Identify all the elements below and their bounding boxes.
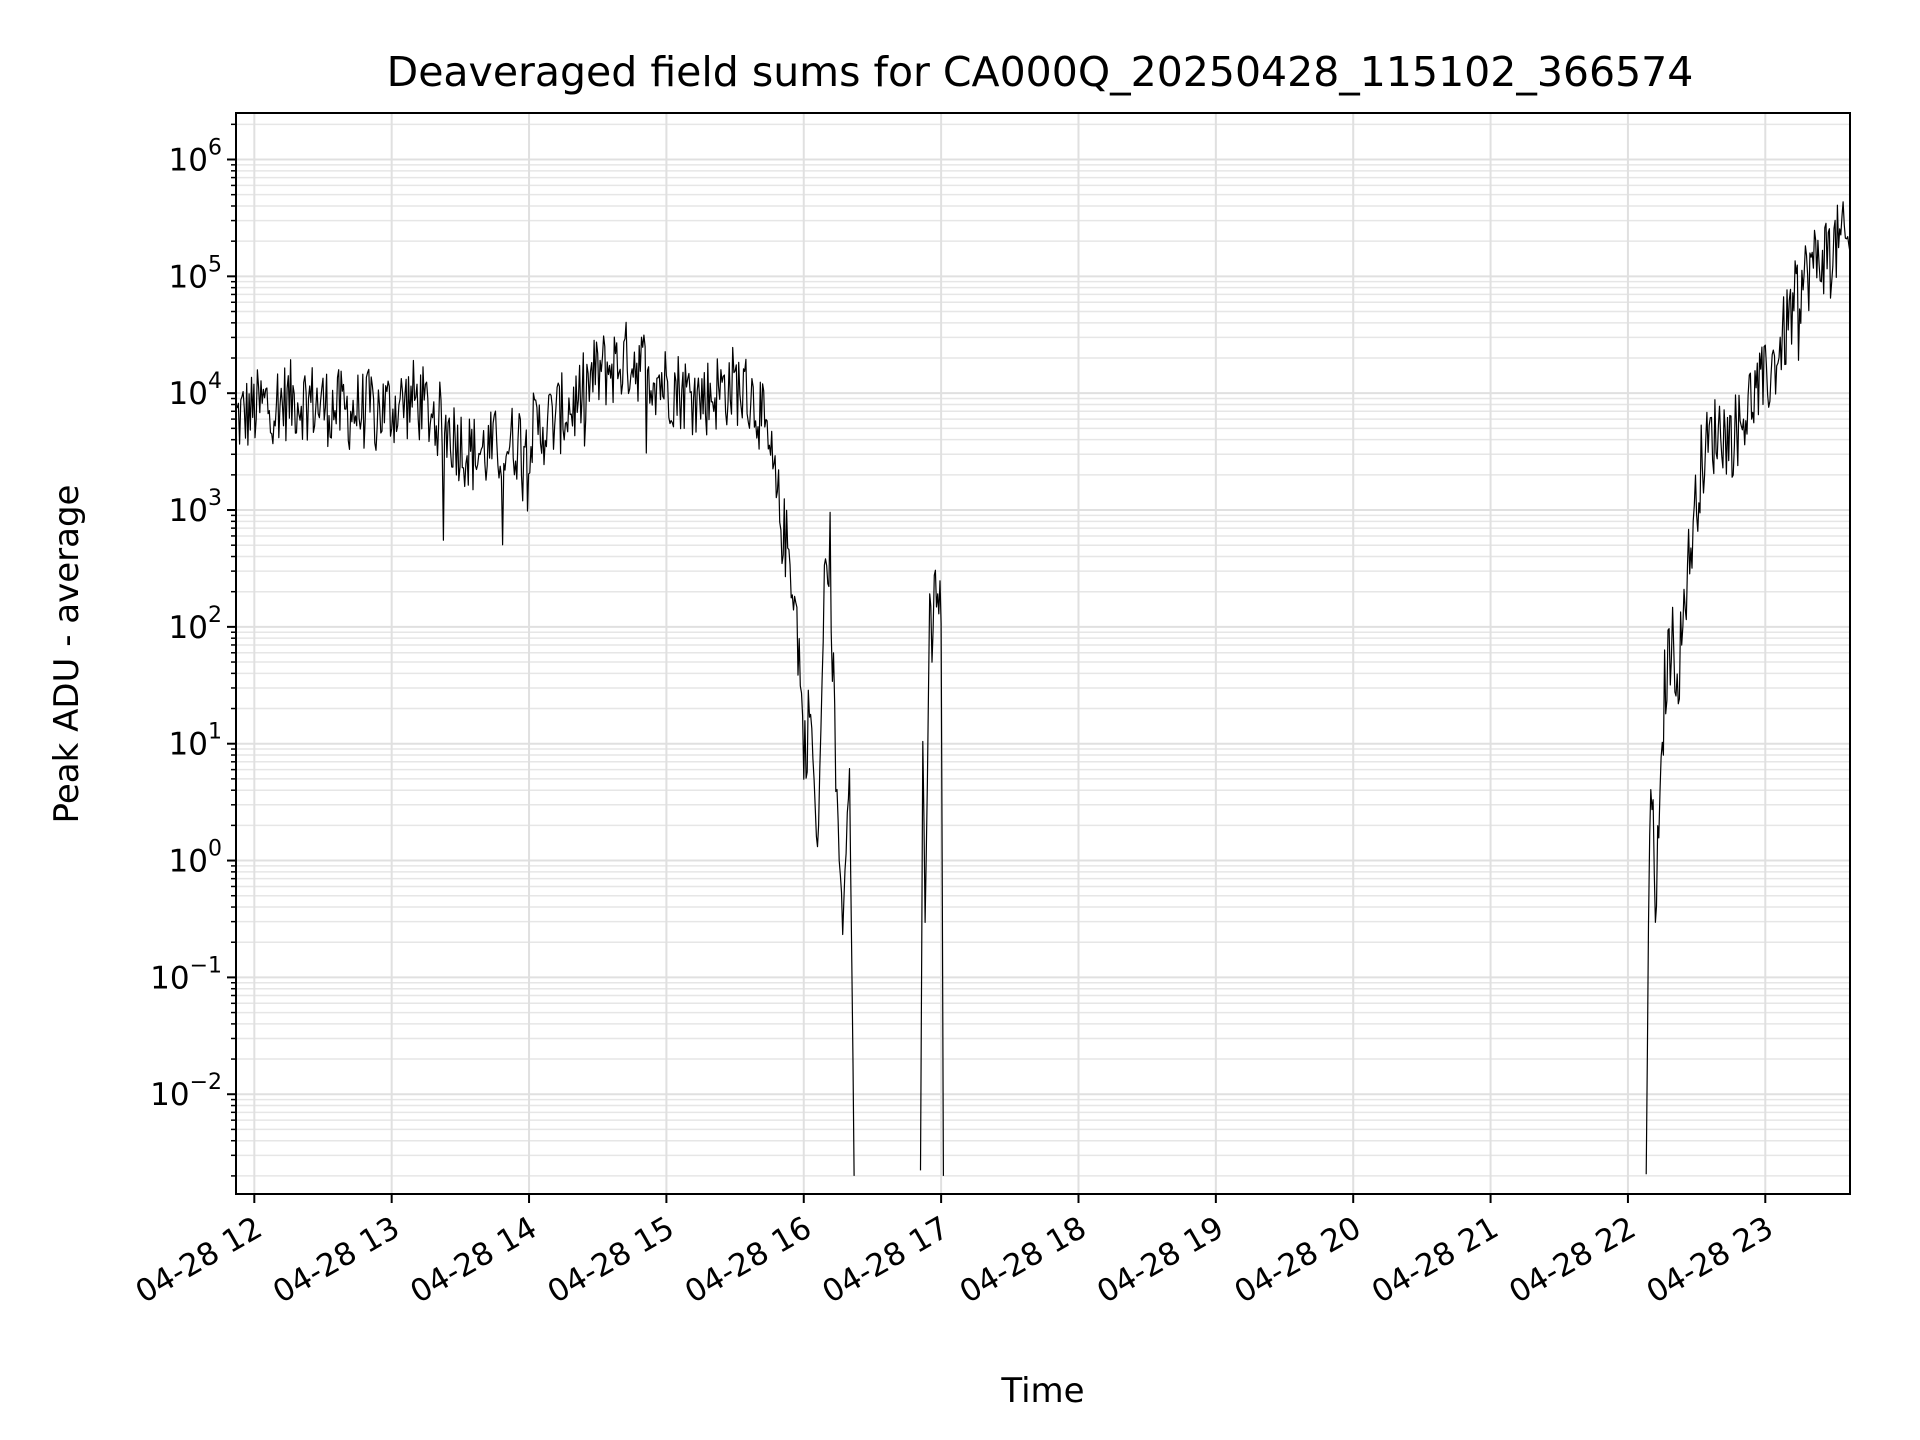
series-line	[1645, 201, 1850, 1175]
y-axis-label: Peak ADU - average	[47, 485, 87, 824]
y-tick-label: 103	[169, 486, 222, 529]
y-tick-label: 106	[169, 135, 222, 178]
y-tick-label: 10−1	[150, 953, 222, 996]
series-line	[236, 321, 855, 1176]
series-line	[919, 569, 945, 1176]
chart-title: Deaveraged field sums for CA000Q_2025042…	[387, 48, 1694, 96]
y-tick-label: 101	[169, 720, 222, 763]
y-tick-label: 105	[169, 252, 222, 295]
y-tick-label: 104	[169, 369, 222, 412]
y-tick-label: 100	[169, 837, 222, 880]
major-gridlines	[236, 113, 1850, 1194]
y-axis-ticks: 10−2 10−1 100 101 102 103 104 105 106	[150, 123, 236, 1177]
y-tick-label: 10−2	[150, 1070, 222, 1113]
y-tick-label: 102	[169, 603, 222, 646]
minor-gridlines	[236, 123, 1850, 1177]
x-axis-label: Time	[1000, 1371, 1084, 1411]
plot-area	[236, 201, 1850, 1176]
